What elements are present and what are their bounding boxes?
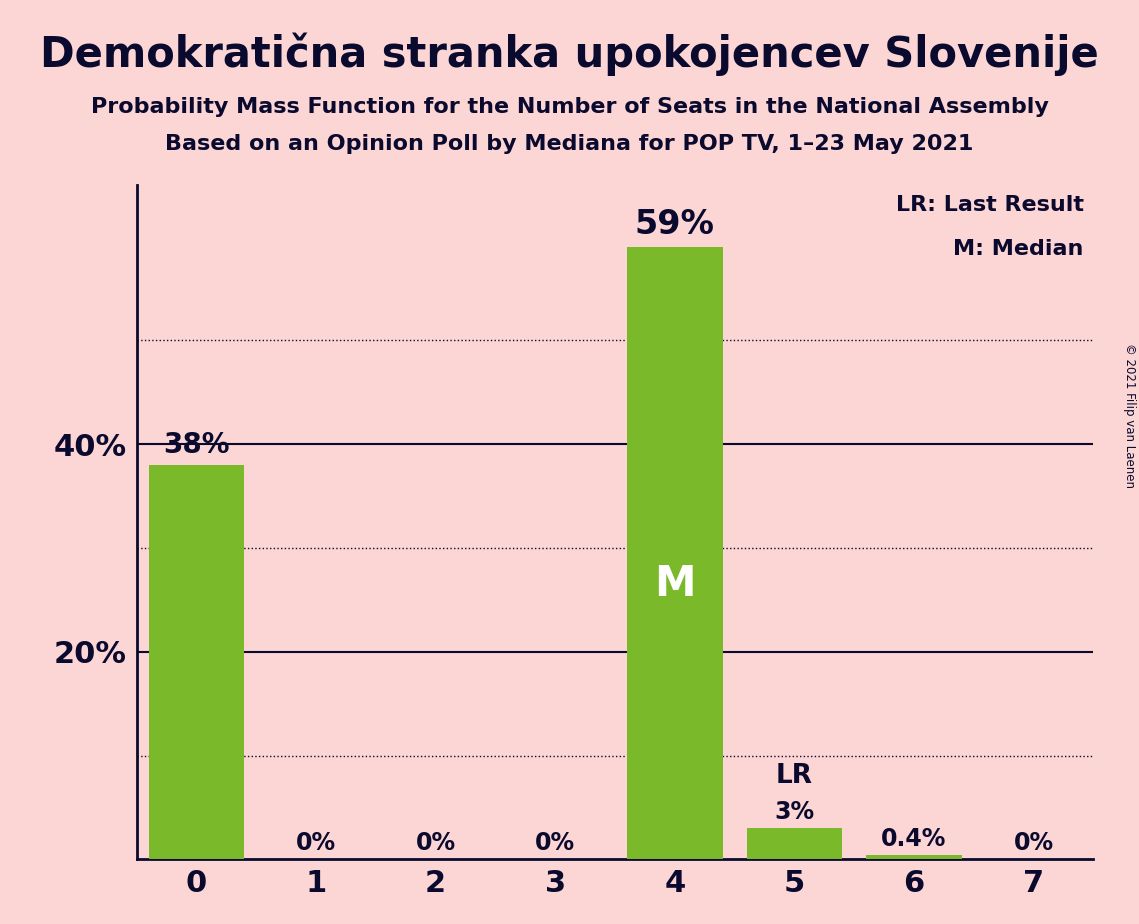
Text: Probability Mass Function for the Number of Seats in the National Assembly: Probability Mass Function for the Number…: [91, 97, 1048, 117]
Text: LR: LR: [776, 762, 813, 789]
Text: M: M: [654, 563, 696, 605]
Text: 59%: 59%: [634, 208, 715, 241]
Text: M: Median: M: Median: [953, 238, 1084, 259]
Text: LR: Last Result: LR: Last Result: [896, 195, 1084, 215]
Bar: [149, 465, 245, 859]
Text: 0.4%: 0.4%: [882, 827, 947, 851]
Text: 38%: 38%: [163, 431, 230, 458]
Text: 0%: 0%: [1014, 832, 1054, 856]
Bar: [628, 247, 723, 859]
Bar: [866, 856, 961, 859]
Text: 0%: 0%: [535, 832, 575, 856]
Text: 3%: 3%: [775, 800, 814, 824]
Text: 0%: 0%: [416, 832, 456, 856]
Text: Demokratična stranka upokojencev Slovenije: Demokratična stranka upokojencev Sloveni…: [40, 32, 1099, 76]
Text: Based on an Opinion Poll by Mediana for POP TV, 1–23 May 2021: Based on an Opinion Poll by Mediana for …: [165, 134, 974, 154]
Text: © 2021 Filip van Laenen: © 2021 Filip van Laenen: [1123, 344, 1137, 488]
Text: 0%: 0%: [296, 832, 336, 856]
Bar: [747, 828, 842, 859]
